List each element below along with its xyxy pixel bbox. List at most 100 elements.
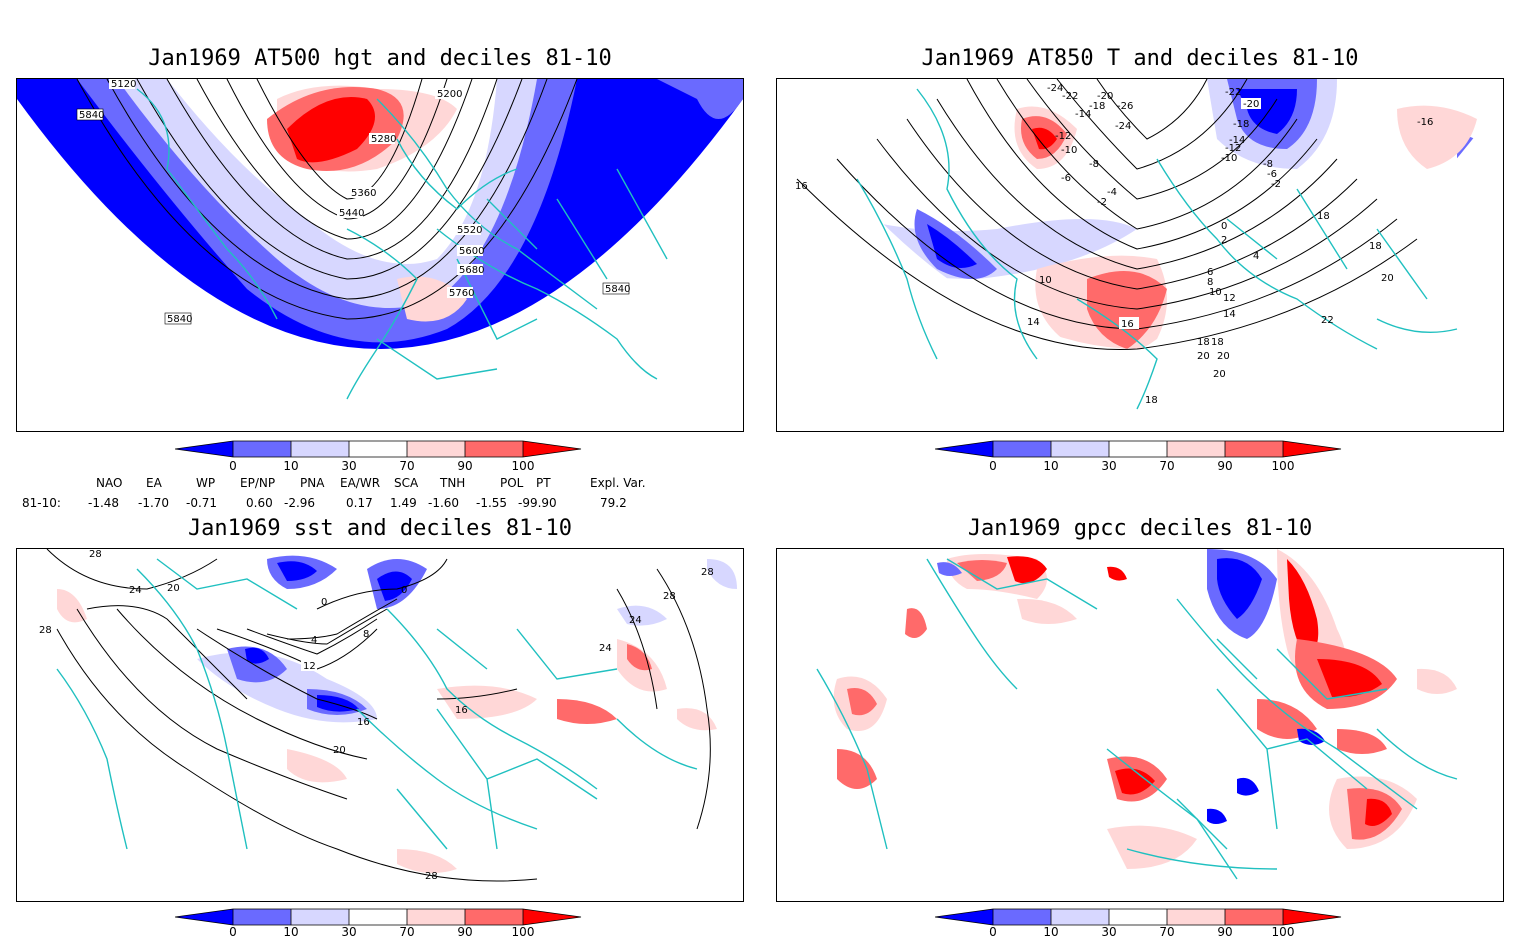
cbar-tick: 10 xyxy=(1043,459,1059,473)
index-name: EA xyxy=(146,476,162,490)
index-value: 0.60 xyxy=(246,496,273,510)
panel-title-hgt500: Jan1969 AT500 hgt and deciles 81-10 xyxy=(148,46,612,71)
index-name: NAO xyxy=(96,476,123,490)
temp-label: -2 xyxy=(1271,179,1281,190)
cbar-tick: 30 xyxy=(341,925,357,939)
cbar-swatch xyxy=(1109,441,1167,457)
cbar-tick: 100 xyxy=(511,925,535,939)
sst-label: 28 xyxy=(663,591,676,602)
cbar-swatch xyxy=(291,909,349,925)
index-name: EA/WR xyxy=(340,476,381,490)
sst-label: 24 xyxy=(129,585,142,596)
cbar-tick: 30 xyxy=(1101,459,1117,473)
index-value: 0.17 xyxy=(346,496,373,510)
temp-label: -6 xyxy=(1061,173,1071,184)
hgt-label: 5360 xyxy=(351,188,376,199)
cbar-swatch xyxy=(233,909,291,925)
temp-label: -8 xyxy=(1089,159,1099,170)
cbar-swatch xyxy=(993,909,1051,925)
map-hgt500-canvas: 5120 5200 5280 5360 5440 5520 5600 5680 … xyxy=(17,79,743,400)
sst-label: 28 xyxy=(425,871,438,882)
cbar-tick: 0 xyxy=(229,925,237,939)
cbar-swatch xyxy=(1283,909,1341,925)
sst-label: 16 xyxy=(455,705,468,716)
expl-var-value: 79.2 xyxy=(600,496,627,510)
colorbar: 0 10 30 70 90 100 xyxy=(174,440,595,476)
temp-label: 2 xyxy=(1221,235,1227,246)
temp-label: 20 xyxy=(1213,369,1226,380)
temp-label: -20 xyxy=(1097,91,1113,102)
temp-label: 10 xyxy=(1039,275,1052,286)
cbar-tick: 90 xyxy=(457,925,473,939)
temp-label: 16 xyxy=(1121,319,1134,330)
teleconnection-indices: NAO EA WP EP/NP PNA EA/WR SCA TNH POL PT… xyxy=(20,474,700,514)
index-name: PNA xyxy=(300,476,325,490)
temp-label: 14 xyxy=(1223,309,1236,320)
temp-label: 18 xyxy=(1197,337,1210,348)
map-t850-canvas: -24 -22 -20 -18 -26 -14 -24 -12 -10 -8 -… xyxy=(777,79,1503,410)
temp-label: -12 xyxy=(1225,143,1241,154)
temp-label: 4 xyxy=(1253,251,1259,262)
temp-label: -6 xyxy=(1267,169,1277,180)
sst-label: 4 xyxy=(311,635,317,646)
map-hgt500: 5120 5200 5280 5360 5440 5520 5600 5680 … xyxy=(16,78,744,432)
cbar-tick: 70 xyxy=(399,459,415,473)
cbar-swatch xyxy=(935,441,993,457)
hgt-label: 5200 xyxy=(437,89,462,100)
cbar-swatch xyxy=(1051,441,1109,457)
temp-label: -26 xyxy=(1117,101,1133,112)
sst-label: 0 xyxy=(401,585,407,596)
index-value: -1.55 xyxy=(476,496,508,510)
index-value: -0.71 xyxy=(186,496,218,510)
cbar-swatch xyxy=(1225,441,1283,457)
hgt-label: 5680 xyxy=(459,265,484,276)
hgt-label: 5760 xyxy=(449,288,474,299)
cbar-tick: 10 xyxy=(283,925,299,939)
temp-label: -14 xyxy=(1075,109,1091,120)
index-name: EP/NP xyxy=(240,476,276,490)
cbar-tick: 100 xyxy=(1271,459,1295,473)
colorbar: 0 10 30 70 90 100 xyxy=(934,440,1355,476)
temp-label: 6 xyxy=(1207,267,1213,278)
cbar-swatch xyxy=(407,909,465,925)
temp-label: 18 xyxy=(1211,337,1224,348)
index-value: -1.70 xyxy=(138,496,170,510)
index-value: -99.90 xyxy=(518,496,557,510)
temp-label: -18 xyxy=(1089,101,1105,112)
sst-label: 20 xyxy=(167,583,180,594)
temp-label: -22 xyxy=(1062,91,1078,102)
index-name: POL xyxy=(500,476,524,490)
cbar-swatch xyxy=(349,441,407,457)
temp-label: -8 xyxy=(1263,159,1273,170)
sst-label: 20 xyxy=(333,745,346,756)
cbar-swatch xyxy=(291,441,349,457)
map-t850: -24 -22 -20 -18 -26 -14 -24 -12 -10 -8 -… xyxy=(776,78,1504,432)
sst-label: 0 xyxy=(321,597,327,608)
cbar-swatch xyxy=(523,441,581,457)
cbar-tick: 0 xyxy=(989,459,997,473)
sst-label: 28 xyxy=(39,625,52,636)
cbar-swatch xyxy=(1109,909,1167,925)
temp-label: 14 xyxy=(1027,317,1040,328)
temp-label: -4 xyxy=(1107,187,1117,198)
temp-label: -12 xyxy=(1055,131,1071,142)
temp-label: -10 xyxy=(1221,153,1237,164)
temp-label: 12 xyxy=(1223,293,1236,304)
cbar-swatch xyxy=(175,441,233,457)
temp-label: 18 xyxy=(1369,241,1382,252)
panel-title-gpcc: Jan1969 gpcc deciles 81-10 xyxy=(967,516,1313,541)
colorbar-swatches xyxy=(174,908,582,926)
cbar-tick: 10 xyxy=(1043,925,1059,939)
cbar-swatch xyxy=(1167,441,1225,457)
cbar-swatch xyxy=(407,441,465,457)
cbar-tick: 70 xyxy=(399,925,415,939)
cbar-swatch xyxy=(349,909,407,925)
map-gpcc-canvas xyxy=(777,549,1503,901)
temp-label: 20 xyxy=(1197,351,1210,362)
index-name: PT xyxy=(536,476,551,490)
expl-var-label: Expl. Var. xyxy=(590,476,646,490)
hgt-label: 5520 xyxy=(457,225,482,236)
temp-label: -14 xyxy=(1229,135,1245,146)
cbar-swatch xyxy=(1051,909,1109,925)
cbar-swatch xyxy=(1167,909,1225,925)
